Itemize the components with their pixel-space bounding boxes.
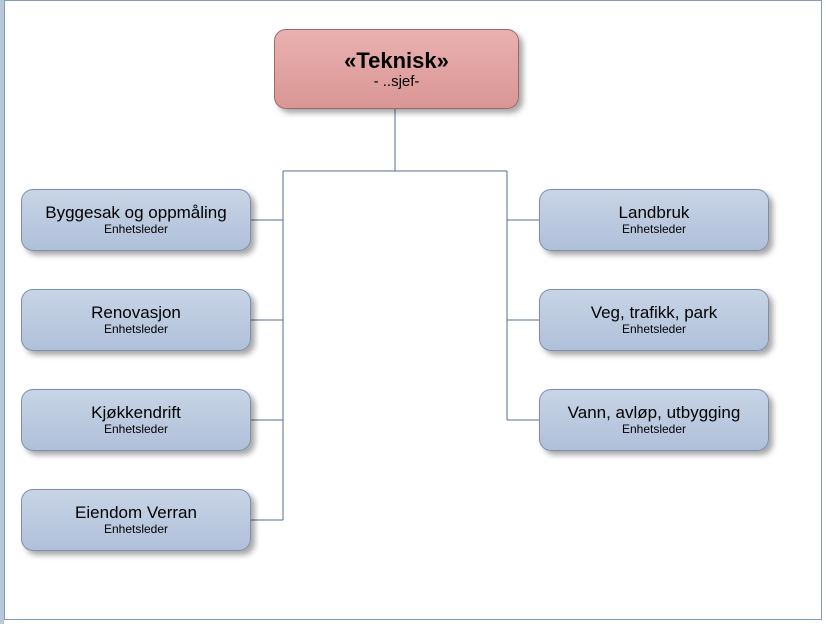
org-child-title: Landbruk: [619, 203, 690, 223]
org-child-subtitle: Enhetsleder: [104, 423, 168, 437]
org-child-title: Byggesak og oppmåling: [45, 203, 226, 223]
org-child-title: Renovasjon: [91, 303, 181, 323]
org-child-title: Veg, trafikk, park: [591, 303, 718, 323]
org-root-title: «Teknisk»: [344, 48, 449, 73]
org-child-subtitle: Enhetsleder: [622, 423, 686, 437]
org-root-node: «Teknisk» - ..sjef-: [274, 29, 519, 109]
org-child-title: Eiendom Verran: [75, 503, 197, 523]
org-child-subtitle: Enhetsleder: [104, 523, 168, 537]
org-child-node: Landbruk Enhetsleder: [539, 189, 769, 251]
org-child-subtitle: Enhetsleder: [104, 323, 168, 337]
org-child-node: Eiendom Verran Enhetsleder: [21, 489, 251, 551]
org-child-subtitle: Enhetsleder: [622, 323, 686, 337]
org-child-title: Kjøkkendrift: [91, 403, 181, 423]
org-child-node: Renovasjon Enhetsleder: [21, 289, 251, 351]
diagram-canvas: «Teknisk» - ..sjef- Byggesak og oppmålin…: [4, 0, 822, 620]
org-child-subtitle: Enhetsleder: [622, 223, 686, 237]
org-child-node: Veg, trafikk, park Enhetsleder: [539, 289, 769, 351]
org-child-subtitle: Enhetsleder: [104, 223, 168, 237]
org-root-subtitle: - ..sjef-: [374, 73, 420, 90]
org-child-node: Vann, avløp, utbygging Enhetsleder: [539, 389, 769, 451]
org-child-title: Vann, avløp, utbygging: [568, 403, 741, 423]
org-child-node: Kjøkkendrift Enhetsleder: [21, 389, 251, 451]
org-child-node: Byggesak og oppmåling Enhetsleder: [21, 189, 251, 251]
